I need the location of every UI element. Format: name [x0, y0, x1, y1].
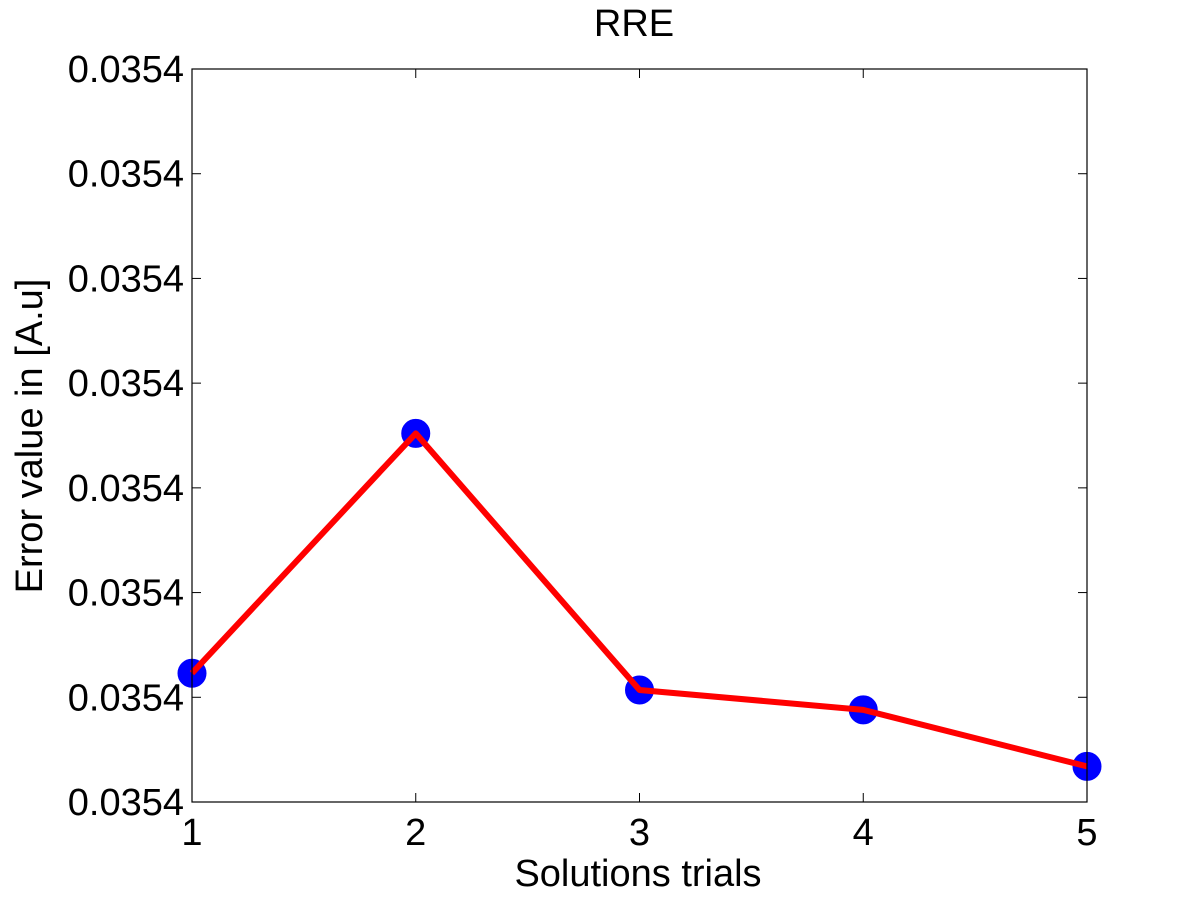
x-tick-label: 3	[629, 812, 650, 854]
y-tick-label: 0.0354	[68, 468, 184, 510]
x-tick-label: 2	[405, 812, 426, 854]
y-tick-label: 0.0354	[68, 154, 184, 196]
x-tick-label: 5	[1076, 812, 1097, 854]
y-tick-label: 0.0354	[68, 573, 184, 615]
series-line	[189, 430, 1088, 770]
y-tick-label: 0.0354	[68, 782, 184, 824]
x-tick-label: 4	[853, 812, 874, 854]
x-axis-label: Solutions trials	[514, 853, 761, 895]
y-tick-label: 0.0354	[68, 363, 184, 405]
plot-frame	[191, 68, 1088, 803]
y-axis-label: Error value in [A.u]	[9, 279, 51, 594]
y-tick-label: 0.0354	[68, 49, 184, 91]
y-tick-label: 0.0354	[68, 258, 184, 300]
y-tick-label: 0.0354	[68, 677, 184, 719]
chart-title: RRE	[594, 3, 674, 45]
x-tick-label: 1	[181, 812, 202, 854]
